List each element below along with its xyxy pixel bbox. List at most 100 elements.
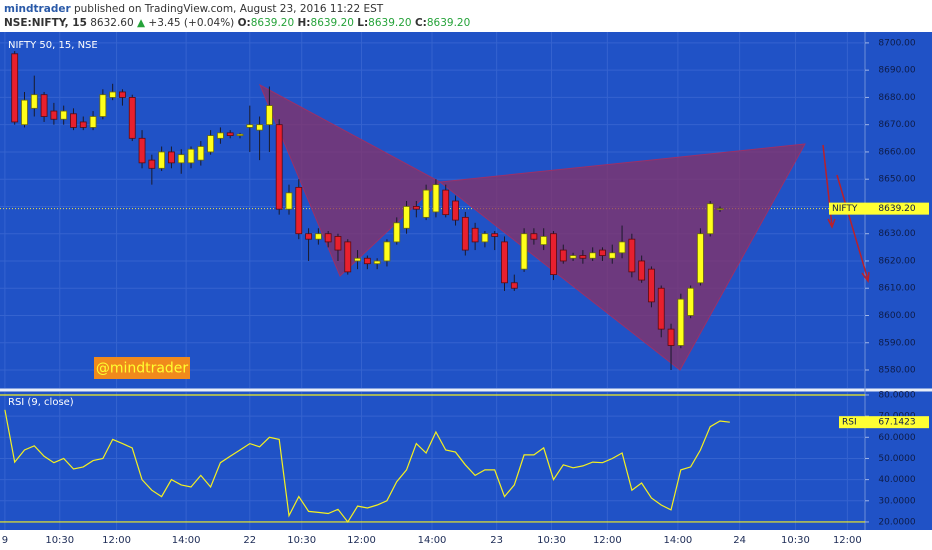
candle-body — [138, 137, 146, 164]
candle-body — [579, 255, 587, 259]
ohlc-key: C: — [414, 17, 427, 29]
candle-body — [226, 132, 234, 136]
candle-body — [481, 233, 489, 243]
candle-body — [363, 257, 371, 265]
arrow-head — [861, 271, 870, 283]
ohlc-value: 8639.20 — [310, 17, 354, 29]
candle-body — [559, 249, 567, 262]
watermark-box — [94, 357, 190, 379]
candle-body — [50, 110, 58, 120]
x-tick-label: 24 — [733, 535, 746, 546]
candle-body — [119, 91, 126, 98]
y-tick-label: 8580.00 — [878, 366, 915, 376]
y-tick-label: 8690.00 — [878, 66, 915, 76]
candle-body — [520, 233, 528, 270]
candle-body — [461, 216, 469, 251]
candle-body — [305, 233, 312, 240]
y-tick-label: 8630.00 — [878, 229, 915, 239]
candle-body — [168, 151, 175, 164]
candle-body — [128, 97, 136, 139]
ohlc-value: 8639.20 — [250, 17, 295, 29]
candle-body — [109, 91, 117, 98]
x-tick-label: 14:00 — [172, 535, 201, 546]
candle-body — [432, 184, 440, 213]
candle-body — [412, 206, 420, 210]
author[interactable]: mindtrader — [4, 3, 71, 15]
y-tick-label: 80.0000 — [878, 390, 915, 400]
rsi-line — [4, 409, 730, 524]
y-tick-label: 8590.00 — [878, 338, 915, 348]
candle-body — [677, 298, 685, 346]
watermark: @mindtrader — [96, 361, 189, 377]
ohlc: O:8639.20 H:8639.20 L:8639.20 C:8639.20 — [238, 17, 471, 29]
candle-body — [687, 287, 695, 316]
arrow — [836, 174, 869, 281]
candle-body — [354, 257, 361, 262]
candle-body — [716, 208, 724, 211]
candle-body — [422, 189, 430, 218]
candle-body — [158, 151, 166, 169]
candle-body — [569, 255, 577, 259]
candle-body — [589, 252, 597, 259]
candle-body — [79, 121, 87, 128]
candle-body — [314, 233, 322, 240]
x-tick-label: 10:30 — [287, 535, 316, 546]
candle-body — [550, 233, 557, 276]
candle-body — [618, 241, 626, 254]
candle-body — [510, 282, 518, 289]
up-arrow: ▲ — [136, 17, 146, 29]
y-tick-label: 8660.00 — [878, 147, 915, 157]
candle-body — [383, 241, 391, 262]
last-value: 8639.20 — [878, 204, 915, 214]
candle-body — [177, 154, 185, 164]
candle-body — [21, 99, 28, 126]
candle-body — [11, 53, 19, 123]
candle-body — [60, 110, 68, 120]
chart-bg — [0, 32, 932, 530]
candle-body — [89, 116, 97, 128]
last-badge — [829, 202, 929, 215]
header: mindtrader published on TradingView.com,… — [4, 2, 470, 30]
candle-body — [197, 146, 205, 161]
candle-body — [442, 189, 450, 216]
x-tick-label: 14:00 — [663, 535, 692, 546]
x-tick-label: 12:00 — [102, 535, 131, 546]
candle-body — [608, 252, 616, 259]
pane-title: RSI (9, close) — [8, 397, 74, 408]
x-tick-label: 10:30 — [537, 535, 566, 546]
x-tick-label: 12:00 — [833, 535, 862, 546]
candle-body — [471, 227, 479, 243]
candle-body — [324, 233, 332, 243]
candle-body — [40, 94, 48, 117]
candle-body — [491, 233, 499, 237]
y-tick-label: 8610.00 — [878, 284, 915, 294]
candle-body — [217, 132, 224, 139]
pane-title: NIFTY 50, 15, NSE — [8, 40, 98, 51]
x-tick-label: 22 — [243, 535, 256, 546]
x-tick-label: 12:00 — [593, 535, 622, 546]
candle-body — [540, 236, 548, 246]
ohlc-key: O: — [237, 17, 251, 29]
candle-body — [30, 94, 38, 109]
ohlc-key: H: — [297, 17, 311, 29]
change: +3.45 (+0.04%) — [148, 17, 235, 29]
candle-body — [187, 148, 195, 164]
last-name: NIFTY — [832, 204, 858, 214]
candle-body — [295, 186, 303, 235]
ohlc-value: 8639.20 — [426, 17, 471, 29]
candle-body — [334, 236, 342, 251]
y-tick-label: 50.0000 — [878, 454, 915, 464]
candle-body — [285, 192, 293, 210]
marks — [4, 51, 730, 524]
candle-body — [236, 133, 244, 136]
time-axis-bg — [0, 530, 932, 550]
y-tick-label: 8700.00 — [878, 38, 915, 48]
candle-body — [667, 328, 675, 346]
ohlc-key: L: — [357, 17, 369, 29]
candle-body — [265, 105, 273, 126]
y-tick-label: 40.0000 — [878, 475, 915, 485]
x-tick-label: 9 — [2, 535, 8, 546]
candle-body — [530, 233, 538, 240]
